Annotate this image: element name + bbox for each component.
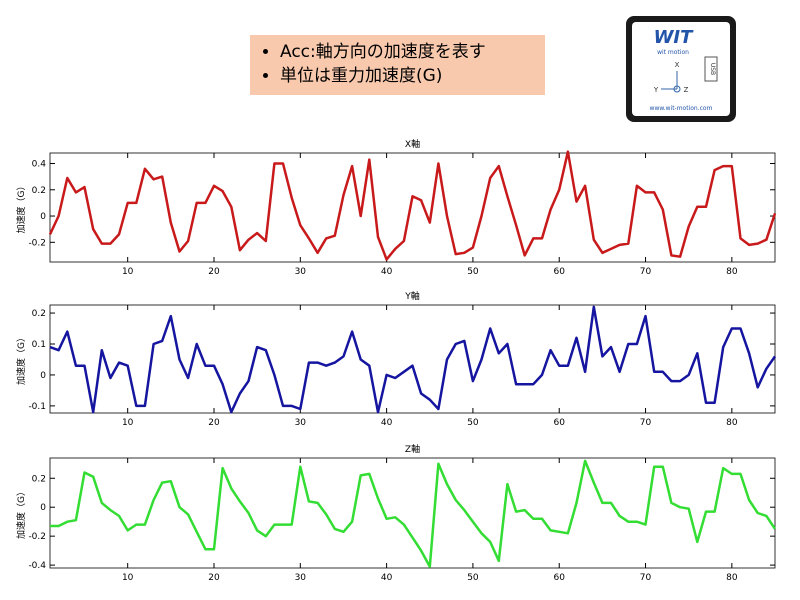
x-tick-label: 50 bbox=[467, 418, 479, 428]
y-tick-label: -0.2 bbox=[28, 532, 46, 542]
data-line bbox=[49, 305, 777, 414]
port-label: USB bbox=[709, 63, 716, 75]
device-url: www.wit-motion.com bbox=[650, 105, 713, 112]
callout-list: Acc:軸方向の加速度を表す 単位は重力加速度(G) bbox=[258, 40, 545, 88]
x-tick-label: 70 bbox=[640, 267, 652, 277]
chart-title: X軸 bbox=[405, 138, 420, 150]
x-tick-label: 40 bbox=[381, 573, 393, 583]
device-image: WIT wit motion X Y Z USB www.wit-motion.… bbox=[626, 16, 736, 122]
callout-item: Acc:軸方向の加速度を表す bbox=[280, 40, 545, 64]
y-tick-label: 0.2 bbox=[32, 186, 46, 196]
x-tick-label: 20 bbox=[208, 267, 220, 277]
y-tick-label: 0 bbox=[40, 503, 46, 513]
device-brand: wit motion bbox=[657, 49, 689, 56]
plot-frame bbox=[49, 304, 776, 414]
x-tick-label: 60 bbox=[553, 267, 565, 277]
x-tick-label: 30 bbox=[295, 573, 307, 583]
x-tick-label: 60 bbox=[553, 573, 565, 583]
x-tick-label: 10 bbox=[122, 267, 134, 277]
y-tick-label: 0.4 bbox=[32, 160, 47, 170]
callout: Acc:軸方向の加速度を表す 単位は重力加速度(G) bbox=[250, 35, 545, 95]
x-tick-label: 30 bbox=[295, 267, 307, 277]
y-tick-label: 0.1 bbox=[32, 340, 46, 350]
axis-label: X bbox=[675, 61, 680, 69]
y-tick-label: 0.2 bbox=[32, 309, 46, 319]
y-axis-label: 加速度（G） bbox=[15, 487, 27, 539]
plot-frame bbox=[49, 152, 776, 263]
x-tick-label: 70 bbox=[640, 573, 652, 583]
plot-frame bbox=[49, 457, 776, 569]
axis-label: Z bbox=[684, 86, 689, 94]
usb-port bbox=[704, 56, 718, 82]
device-face bbox=[632, 22, 730, 116]
x-tick-label: 30 bbox=[295, 418, 307, 428]
x-tick-label: 40 bbox=[381, 267, 393, 277]
y-tick-label: 0.2 bbox=[32, 474, 46, 484]
x-tick-label: 40 bbox=[381, 418, 393, 428]
x-tick-label: 80 bbox=[726, 267, 738, 277]
data-line bbox=[50, 459, 777, 568]
x-tick-label: 60 bbox=[553, 418, 565, 428]
y-axis-label: 加速度（G） bbox=[15, 333, 27, 385]
y-axis-label: 加速度（G） bbox=[15, 182, 27, 234]
y-tick-label: 0 bbox=[40, 212, 46, 222]
x-tick-label: 50 bbox=[467, 267, 479, 277]
x-tick-label: 10 bbox=[122, 418, 134, 428]
y-tick-label: -0.4 bbox=[28, 561, 46, 571]
x-tick-label: 80 bbox=[726, 418, 738, 428]
x-tick-label: 20 bbox=[208, 418, 220, 428]
x-tick-label: 70 bbox=[640, 418, 652, 428]
y-tick-label: 0 bbox=[40, 371, 46, 381]
axis-label: Y bbox=[653, 86, 659, 94]
chart-title: Z軸 bbox=[405, 443, 420, 455]
y-tick-label: -0.1 bbox=[28, 402, 46, 412]
x-tick-label: 10 bbox=[122, 573, 134, 583]
device-logo: WIT bbox=[654, 27, 695, 48]
x-tick-label: 80 bbox=[726, 573, 738, 583]
chart-title: Y軸 bbox=[404, 290, 420, 302]
x-tick-label: 50 bbox=[467, 573, 479, 583]
callout-item: 単位は重力加速度(G) bbox=[280, 64, 545, 88]
data-line bbox=[48, 150, 777, 261]
y-tick-label: -0.2 bbox=[28, 238, 46, 248]
x-tick-label: 20 bbox=[208, 573, 220, 583]
axis-origin bbox=[673, 85, 681, 93]
